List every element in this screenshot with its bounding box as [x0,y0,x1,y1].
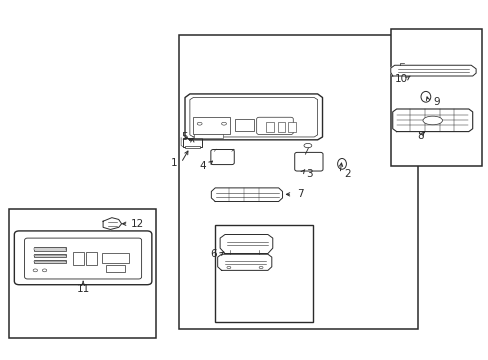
Polygon shape [211,188,282,202]
FancyBboxPatch shape [86,252,97,265]
Text: 1: 1 [171,158,177,168]
FancyBboxPatch shape [183,138,201,147]
FancyBboxPatch shape [14,231,152,285]
FancyBboxPatch shape [9,209,156,338]
FancyBboxPatch shape [34,255,65,256]
FancyBboxPatch shape [256,117,293,134]
FancyBboxPatch shape [193,117,229,134]
Polygon shape [217,254,271,270]
Ellipse shape [221,122,226,125]
Ellipse shape [259,266,263,269]
Polygon shape [390,65,475,76]
Text: 9: 9 [432,97,439,107]
Polygon shape [392,109,472,132]
FancyBboxPatch shape [24,238,142,279]
Ellipse shape [197,122,202,125]
FancyBboxPatch shape [294,152,323,171]
FancyBboxPatch shape [234,119,254,131]
FancyBboxPatch shape [178,35,417,329]
FancyBboxPatch shape [102,253,129,263]
Text: 10: 10 [394,74,407,84]
FancyBboxPatch shape [210,149,234,165]
Polygon shape [103,218,122,229]
FancyBboxPatch shape [34,253,65,257]
FancyBboxPatch shape [184,146,199,148]
Ellipse shape [226,266,230,269]
FancyBboxPatch shape [34,261,65,262]
Text: 2: 2 [344,168,350,179]
Text: 7: 7 [296,189,303,199]
Ellipse shape [304,143,311,148]
Ellipse shape [42,269,47,272]
Text: 12: 12 [130,219,143,229]
Ellipse shape [420,91,430,102]
FancyBboxPatch shape [73,252,83,265]
FancyBboxPatch shape [34,247,65,251]
FancyBboxPatch shape [266,122,273,132]
FancyBboxPatch shape [105,265,125,272]
FancyBboxPatch shape [215,225,312,321]
FancyBboxPatch shape [277,122,285,132]
FancyBboxPatch shape [34,260,65,263]
FancyBboxPatch shape [288,122,295,132]
Text: 11: 11 [76,284,89,294]
Text: 8: 8 [417,131,424,141]
Polygon shape [220,234,272,253]
Ellipse shape [33,269,38,272]
Ellipse shape [422,116,442,125]
Polygon shape [184,94,322,140]
FancyBboxPatch shape [194,134,222,138]
Ellipse shape [337,158,346,169]
Text: 4: 4 [199,161,206,171]
Text: 3: 3 [306,169,312,179]
FancyBboxPatch shape [390,30,482,166]
Text: 5: 5 [181,132,187,142]
FancyBboxPatch shape [34,248,65,250]
Text: 6: 6 [209,248,216,258]
